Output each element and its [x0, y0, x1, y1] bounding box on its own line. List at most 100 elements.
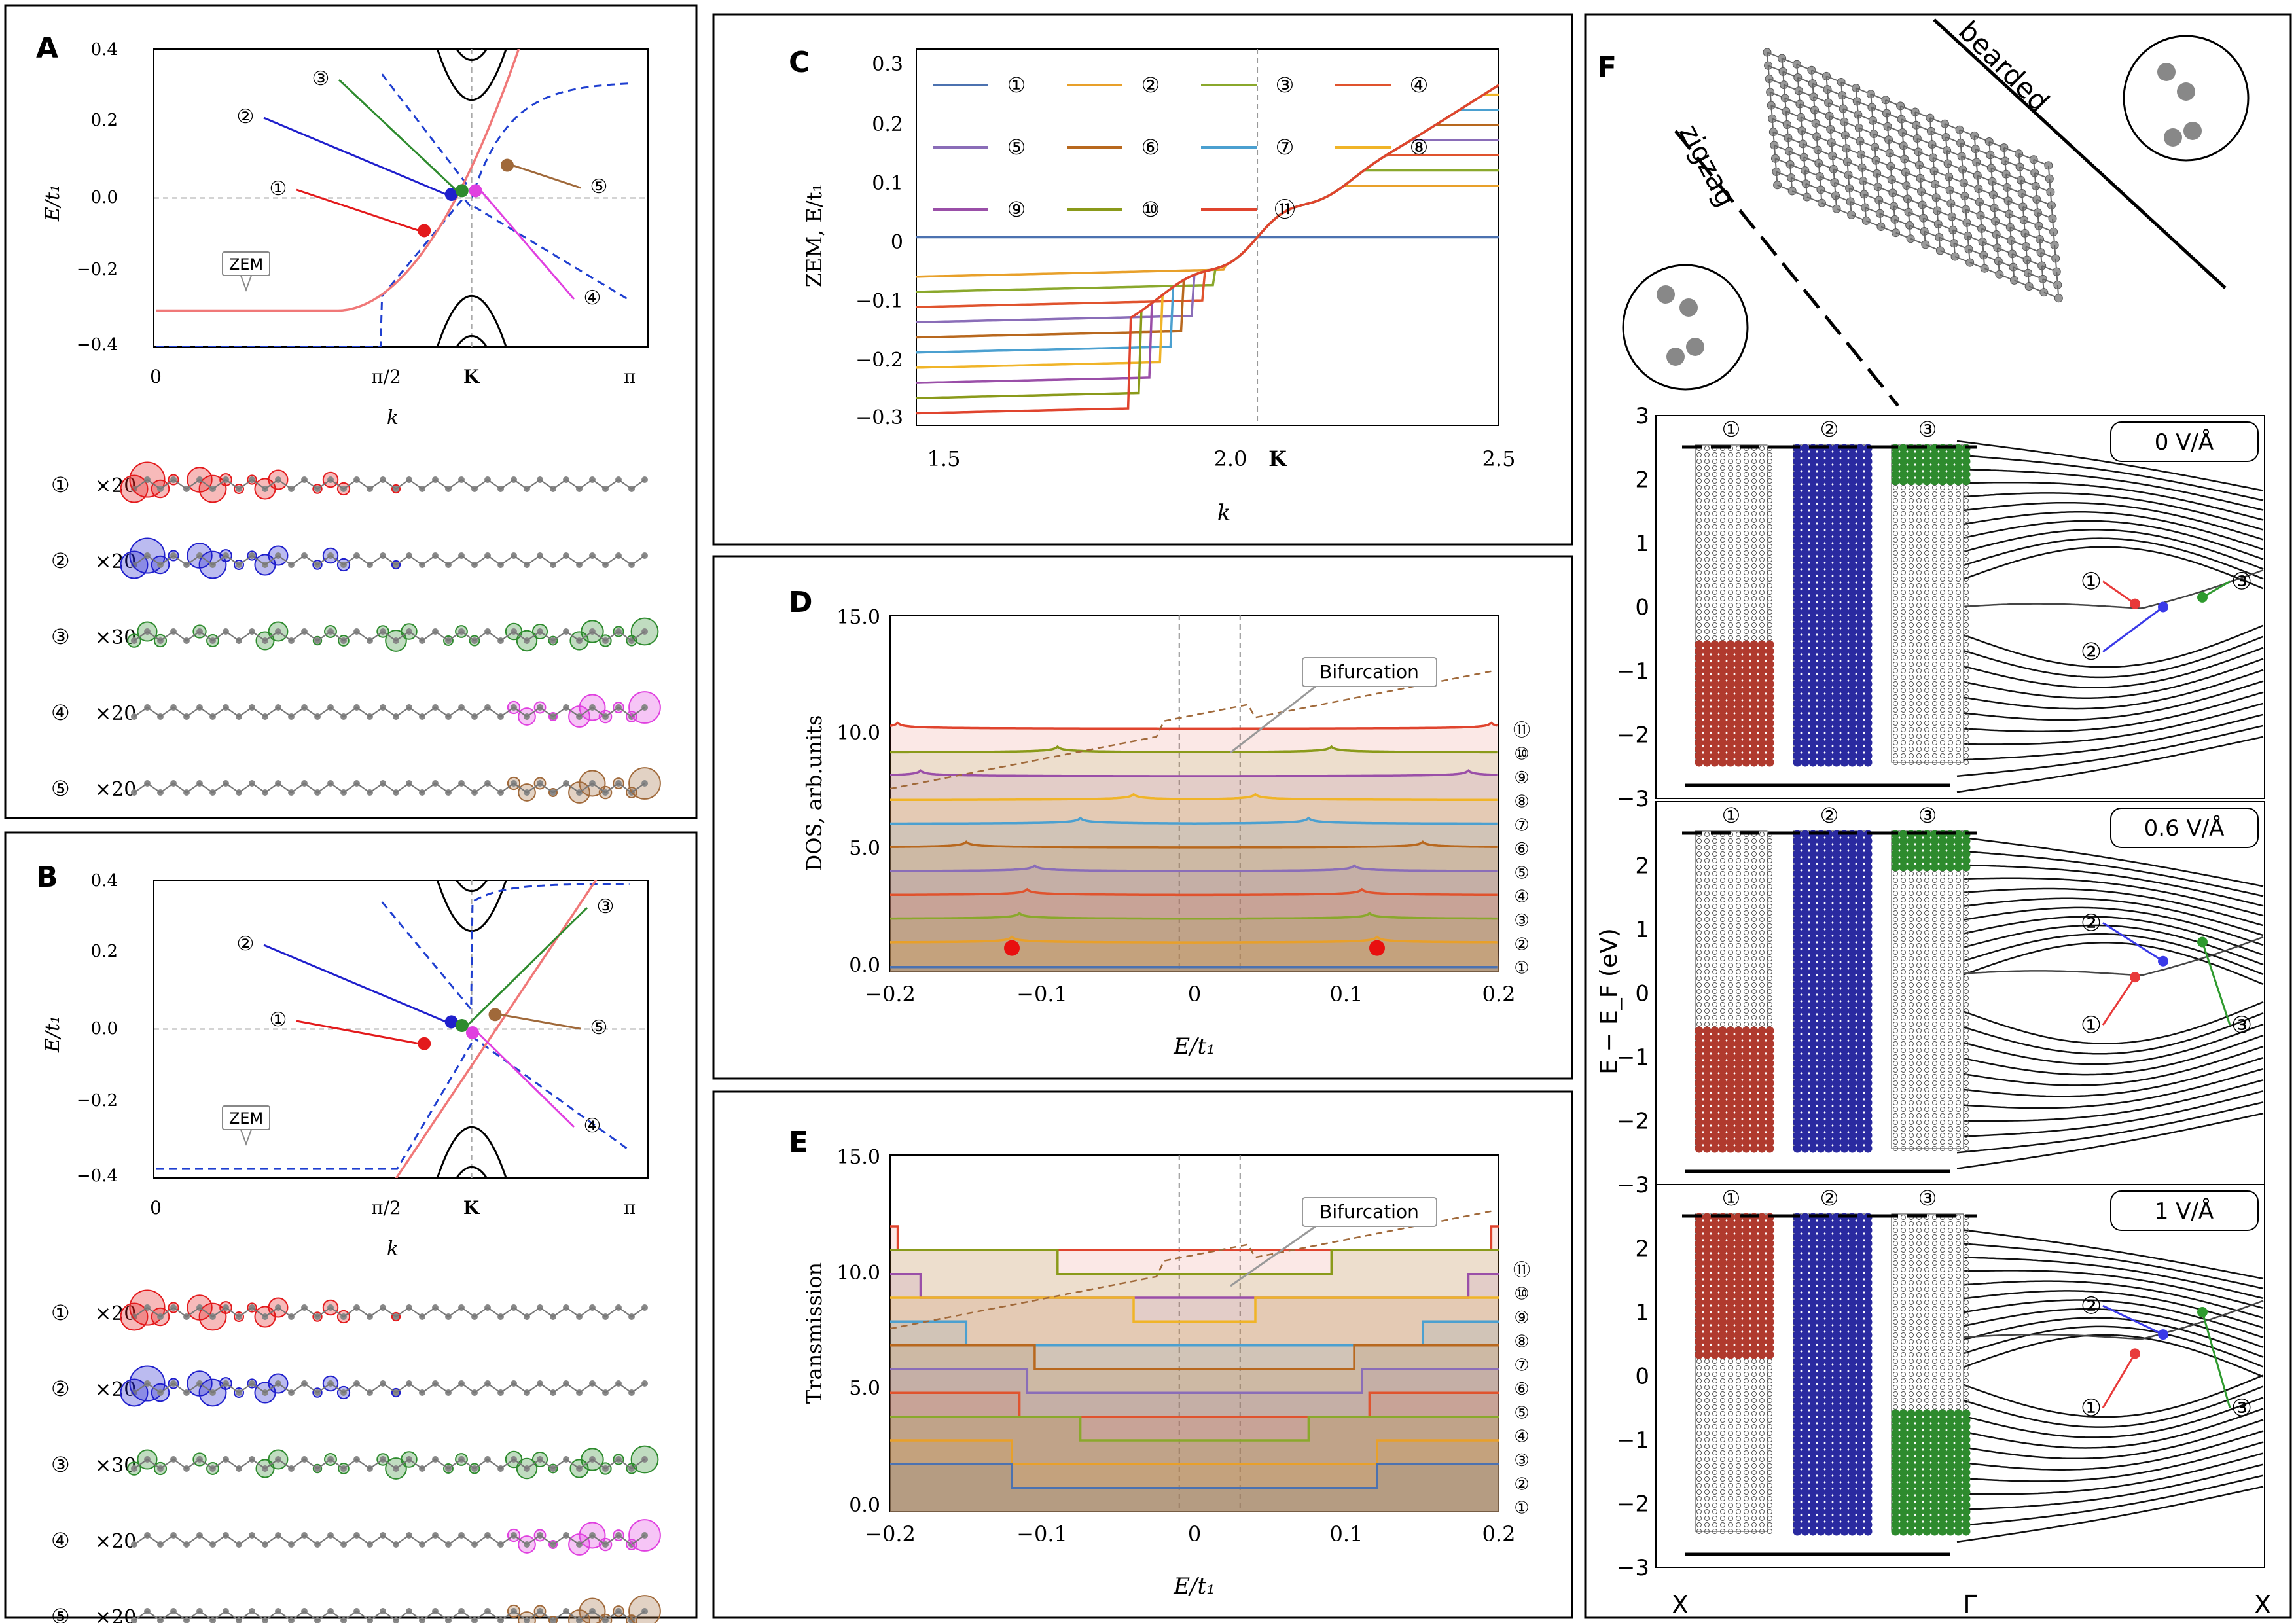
state-label-4: ④ — [584, 287, 601, 310]
dos-series-10 — [890, 745, 1498, 754]
bond — [461, 1535, 475, 1545]
bond — [225, 1459, 240, 1469]
bond — [343, 1459, 357, 1469]
dos-right-label-3: ③ — [1514, 911, 1529, 931]
bond — [552, 1383, 567, 1393]
legend-label-10: ⑩ — [1141, 197, 1160, 222]
panel-f-frame — [1584, 13, 2292, 1619]
bond — [356, 479, 370, 490]
bond — [356, 1611, 370, 1621]
zoom-atom — [1679, 298, 1698, 317]
ldos-site — [1767, 465, 1772, 471]
bond — [264, 1611, 279, 1621]
ldos-site — [1964, 642, 1969, 647]
zem-series-5 — [916, 139, 1499, 324]
transmission-series-11 — [890, 1225, 1499, 1252]
bond — [513, 1611, 528, 1621]
bond — [291, 555, 305, 565]
bond — [539, 1611, 554, 1621]
legend-label-4: ④ — [1410, 73, 1429, 98]
panel-c-letter: C — [789, 46, 810, 79]
a-ytick-4: −0.4 — [77, 335, 118, 355]
state-label-1: ① — [270, 1008, 287, 1031]
bond — [291, 631, 305, 641]
b-ytick-1: 0.2 — [91, 942, 118, 961]
panel-e-frame — [712, 1090, 1573, 1619]
ldos-site — [1793, 758, 1802, 767]
bond — [264, 1535, 279, 1545]
ldos-site — [1767, 891, 1772, 896]
bond — [212, 479, 226, 490]
ldos-site — [1930, 476, 1939, 486]
bond — [461, 1459, 475, 1469]
b-xtick-1: π/2 — [371, 1197, 401, 1219]
bond — [526, 1459, 541, 1469]
bond — [487, 1535, 501, 1545]
bond — [199, 1459, 213, 1469]
bond — [539, 1535, 554, 1545]
bond — [448, 1535, 462, 1545]
ldos-site — [1824, 1144, 1833, 1153]
marker-arrow-2 — [263, 944, 447, 1023]
bond — [579, 1611, 593, 1621]
ldos-site — [1765, 758, 1774, 767]
state-dot — [2130, 598, 2140, 609]
bond — [395, 707, 410, 717]
bond — [173, 1535, 187, 1545]
ldos-site — [1793, 1144, 1802, 1153]
bond — [605, 1535, 619, 1545]
bond — [225, 1611, 240, 1621]
bond — [395, 1535, 410, 1545]
dos-right-label-8: ⑧ — [1514, 792, 1529, 812]
bond — [513, 631, 528, 641]
ldos-site — [1899, 863, 1908, 872]
ldos-site — [1767, 544, 1772, 549]
bond — [330, 1459, 344, 1469]
dos-series-11 — [890, 721, 1498, 730]
bond — [251, 1535, 266, 1545]
marker-arrow-3 — [338, 79, 457, 192]
bond — [513, 1307, 528, 1317]
f-ytick: 2 — [1635, 467, 1649, 493]
bond — [408, 479, 423, 490]
bond — [579, 783, 593, 793]
bond — [474, 479, 488, 490]
bond — [631, 1535, 645, 1545]
state-marker-4 — [469, 184, 482, 198]
b-ytick-2: 0.0 — [91, 1019, 118, 1039]
c-ytick-5: −0.2 — [855, 349, 903, 372]
transmission-series-7 — [890, 1320, 1499, 1347]
f-ytick: 1 — [1635, 1300, 1649, 1326]
bond — [461, 707, 475, 717]
ldos-site — [1964, 485, 1969, 490]
bond — [579, 1383, 593, 1393]
ldos-site — [1964, 884, 1969, 889]
ldos-site — [1767, 1015, 1772, 1020]
bond — [552, 631, 567, 641]
bond — [526, 479, 541, 490]
bond — [552, 1611, 567, 1621]
ldos-site — [1767, 1022, 1772, 1027]
ldos-site — [1964, 675, 1969, 680]
bond — [605, 555, 619, 565]
bond — [579, 707, 593, 717]
bond — [304, 1459, 318, 1469]
state-label-1: ① — [270, 177, 287, 200]
bond — [343, 479, 357, 490]
ldos-site — [1767, 550, 1772, 556]
bond — [631, 555, 645, 565]
ldos-site — [1767, 950, 1772, 955]
state-label-5: ⑤ — [590, 175, 608, 198]
band-line — [1956, 1385, 2264, 1428]
dos-series-6 — [890, 840, 1498, 849]
state-dot — [2197, 592, 2208, 603]
bond — [395, 479, 410, 490]
ldos-site — [1964, 1139, 1969, 1145]
bond — [435, 783, 449, 793]
c-xlabel: k — [1217, 500, 1231, 526]
ldos-site — [1767, 459, 1772, 464]
a-ytick-3: −0.2 — [77, 260, 118, 279]
